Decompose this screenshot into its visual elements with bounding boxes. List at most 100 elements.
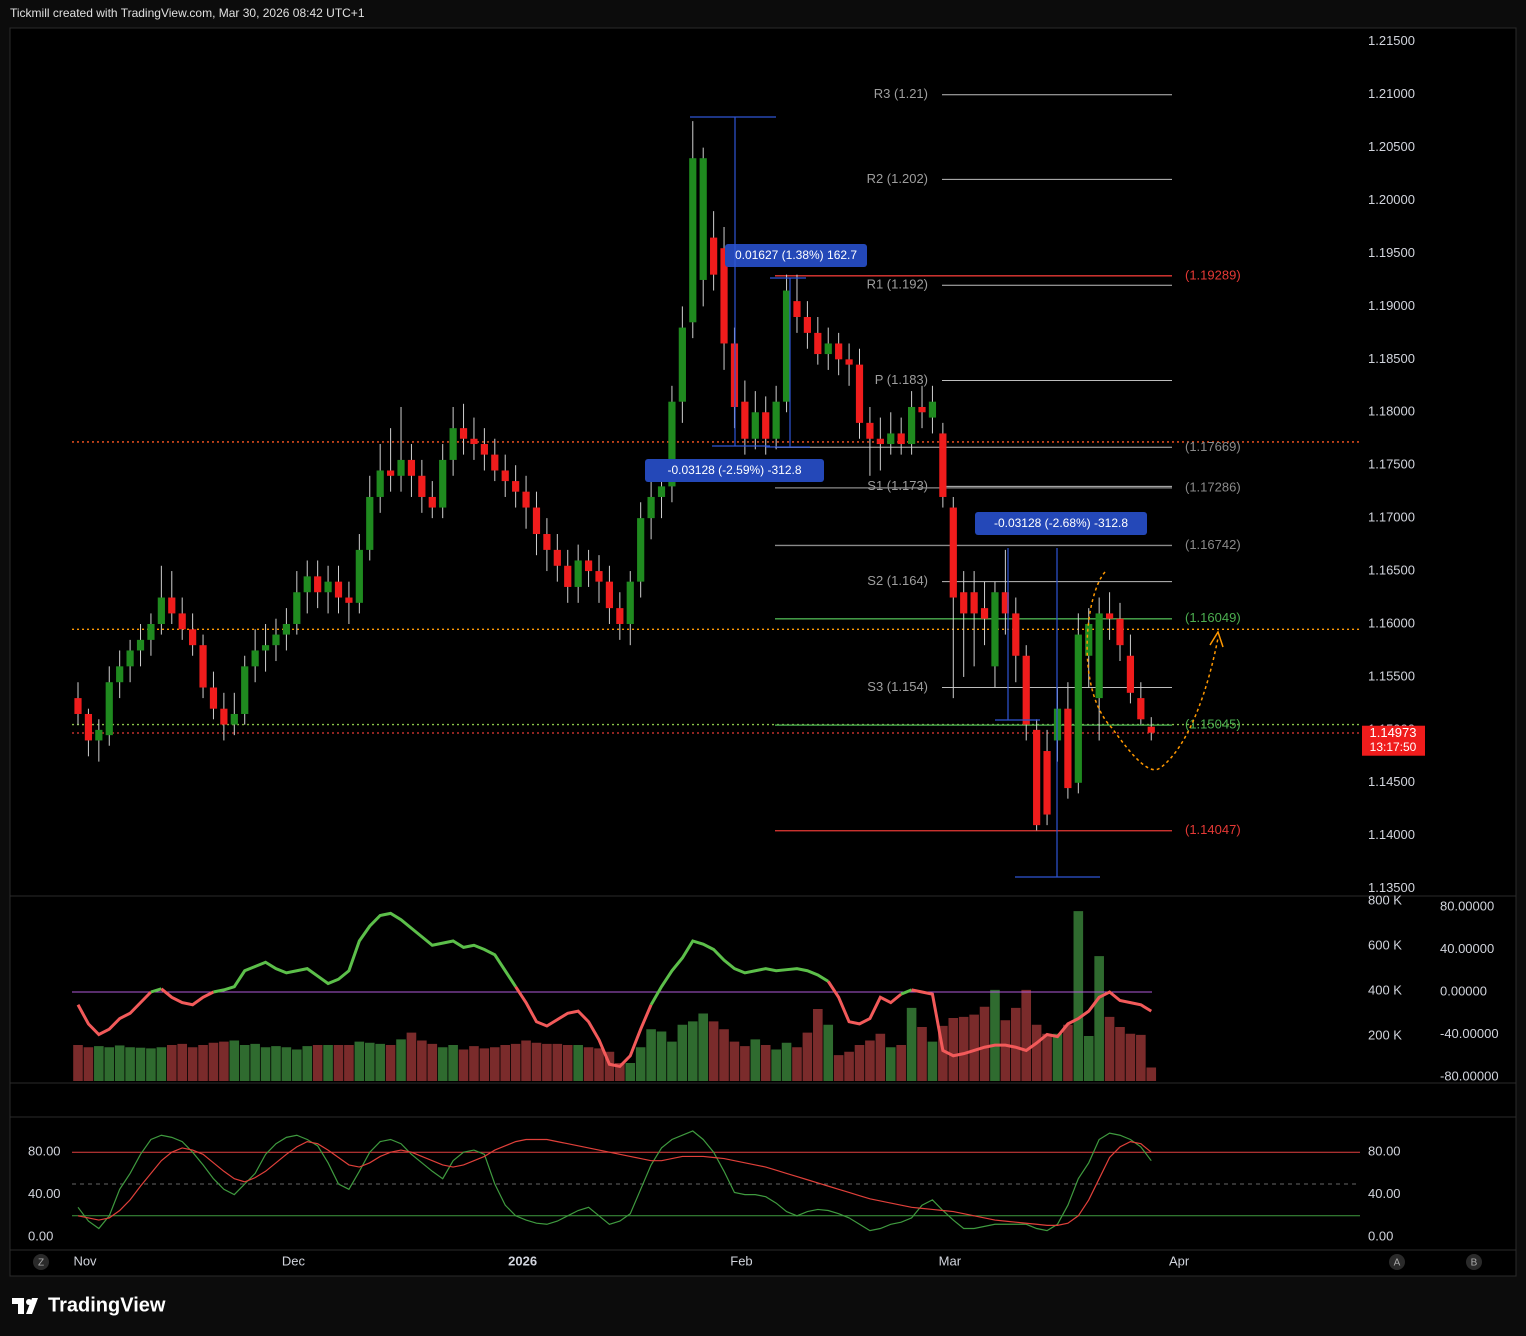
y-tick-label: 1.19000 xyxy=(1368,298,1415,313)
volume-bar xyxy=(1125,1033,1136,1081)
candle-body xyxy=(1126,655,1135,693)
volume-bar xyxy=(1042,1033,1052,1081)
volume-bar xyxy=(583,1047,594,1081)
candle-body xyxy=(741,401,749,439)
volume-bar xyxy=(469,1046,479,1081)
candle-body xyxy=(918,406,926,413)
candle-body xyxy=(647,496,655,519)
volume-bar xyxy=(740,1046,750,1081)
volume-bar xyxy=(667,1041,677,1081)
volume-bar xyxy=(271,1046,281,1081)
candle-body xyxy=(855,364,864,423)
candle-body xyxy=(220,708,228,725)
candle-body xyxy=(1105,613,1114,619)
scale-button[interactable] xyxy=(1466,1254,1482,1270)
candle-body xyxy=(824,343,832,355)
volume-bar xyxy=(166,1045,177,1081)
y-tick-label: 1.15500 xyxy=(1368,668,1415,683)
volume-bar xyxy=(615,1063,625,1081)
volume-bar xyxy=(1115,1027,1125,1081)
volume-bar xyxy=(146,1048,156,1081)
stoch-tick-label: 80.00 xyxy=(1368,1144,1401,1159)
volume-bar xyxy=(1063,1024,1073,1081)
stoch-tick-label: 0.00 xyxy=(28,1228,53,1243)
volume-bar xyxy=(135,1047,146,1081)
volume-bar xyxy=(625,1063,636,1081)
volume-bar xyxy=(125,1047,135,1081)
volume-bar xyxy=(687,1021,698,1081)
candle-body xyxy=(553,549,561,566)
candle-body xyxy=(532,507,541,535)
volume-bar xyxy=(385,1045,396,1081)
candle-body xyxy=(626,581,634,624)
y-tick-label: 1.16000 xyxy=(1368,615,1415,630)
candle-body xyxy=(84,713,93,741)
volume-bar xyxy=(760,1045,771,1081)
volume-bar xyxy=(219,1041,229,1081)
candle-body xyxy=(480,444,488,455)
volume-bar xyxy=(333,1045,344,1081)
candle-body xyxy=(428,496,436,508)
volume-bar xyxy=(479,1048,490,1081)
y-tick-label: 1.21000 xyxy=(1368,86,1415,101)
candle-body xyxy=(491,454,499,471)
scale-button-label[interactable]: A xyxy=(1394,1258,1401,1269)
candle-body xyxy=(772,401,780,439)
candle-body xyxy=(949,507,957,598)
candle-body xyxy=(272,634,280,646)
scale-button[interactable] xyxy=(33,1254,49,1270)
forecast-arrow xyxy=(1209,630,1224,648)
volume-bar xyxy=(865,1040,875,1081)
volume-bar xyxy=(375,1043,385,1081)
level-label: (1.16742) xyxy=(1185,537,1241,552)
measure-label: 0.01627 (1.38%) 162.7 xyxy=(735,248,857,262)
volume-bar xyxy=(156,1047,167,1081)
candle-body xyxy=(116,666,124,683)
volume-bar xyxy=(396,1039,406,1081)
candle-body xyxy=(1085,623,1093,656)
stoch-tick-label: 40.00 xyxy=(1368,1186,1401,1201)
volume-bar xyxy=(729,1041,740,1081)
candle-body xyxy=(314,576,322,593)
candle-body xyxy=(387,470,395,476)
scale-button-label[interactable]: B xyxy=(1471,1258,1478,1269)
volume-bar xyxy=(708,1021,719,1081)
volume-bar xyxy=(948,1018,959,1081)
last-price-tag xyxy=(1362,725,1425,756)
candle-body xyxy=(637,518,645,582)
candle-body xyxy=(970,592,978,614)
volume-bar xyxy=(896,1045,906,1081)
y-tick-label: 1.20500 xyxy=(1368,139,1415,154)
scale-button[interactable] xyxy=(1389,1254,1405,1270)
measure-box xyxy=(645,459,824,482)
volume-bar xyxy=(979,1006,990,1081)
volume-bar xyxy=(187,1047,198,1081)
candle-body xyxy=(720,248,728,344)
osc-tick-label: 40.00000 xyxy=(1440,941,1494,956)
volume-bar xyxy=(604,1051,615,1081)
candle-body xyxy=(605,581,614,609)
scale-button-label[interactable]: Z xyxy=(38,1258,44,1269)
candle-body xyxy=(355,549,363,603)
stoch-tick-label: 40.00 xyxy=(28,1186,61,1201)
volume-bar xyxy=(281,1047,292,1081)
candle-body xyxy=(835,343,843,360)
candle-body xyxy=(251,650,259,667)
candle-body xyxy=(960,592,968,614)
candle-body xyxy=(1074,634,1082,783)
y-tick-label: 1.17000 xyxy=(1368,510,1415,525)
candle-body xyxy=(1064,708,1072,789)
stoch-line xyxy=(77,1138,1152,1226)
candle-body xyxy=(1147,726,1155,733)
volume-bar xyxy=(698,1013,708,1081)
volume-bar xyxy=(177,1043,187,1081)
volume-bar xyxy=(646,1029,656,1081)
volume-bar xyxy=(1136,1034,1146,1081)
volume-bar xyxy=(364,1042,375,1081)
osc-line xyxy=(160,987,215,1007)
candle-body xyxy=(74,698,82,714)
pivot-label: R3 (1.21) xyxy=(874,86,928,101)
volume-bar xyxy=(719,1029,729,1081)
pivot-label: R1 (1.192) xyxy=(867,277,928,292)
candle-body xyxy=(1137,698,1145,720)
